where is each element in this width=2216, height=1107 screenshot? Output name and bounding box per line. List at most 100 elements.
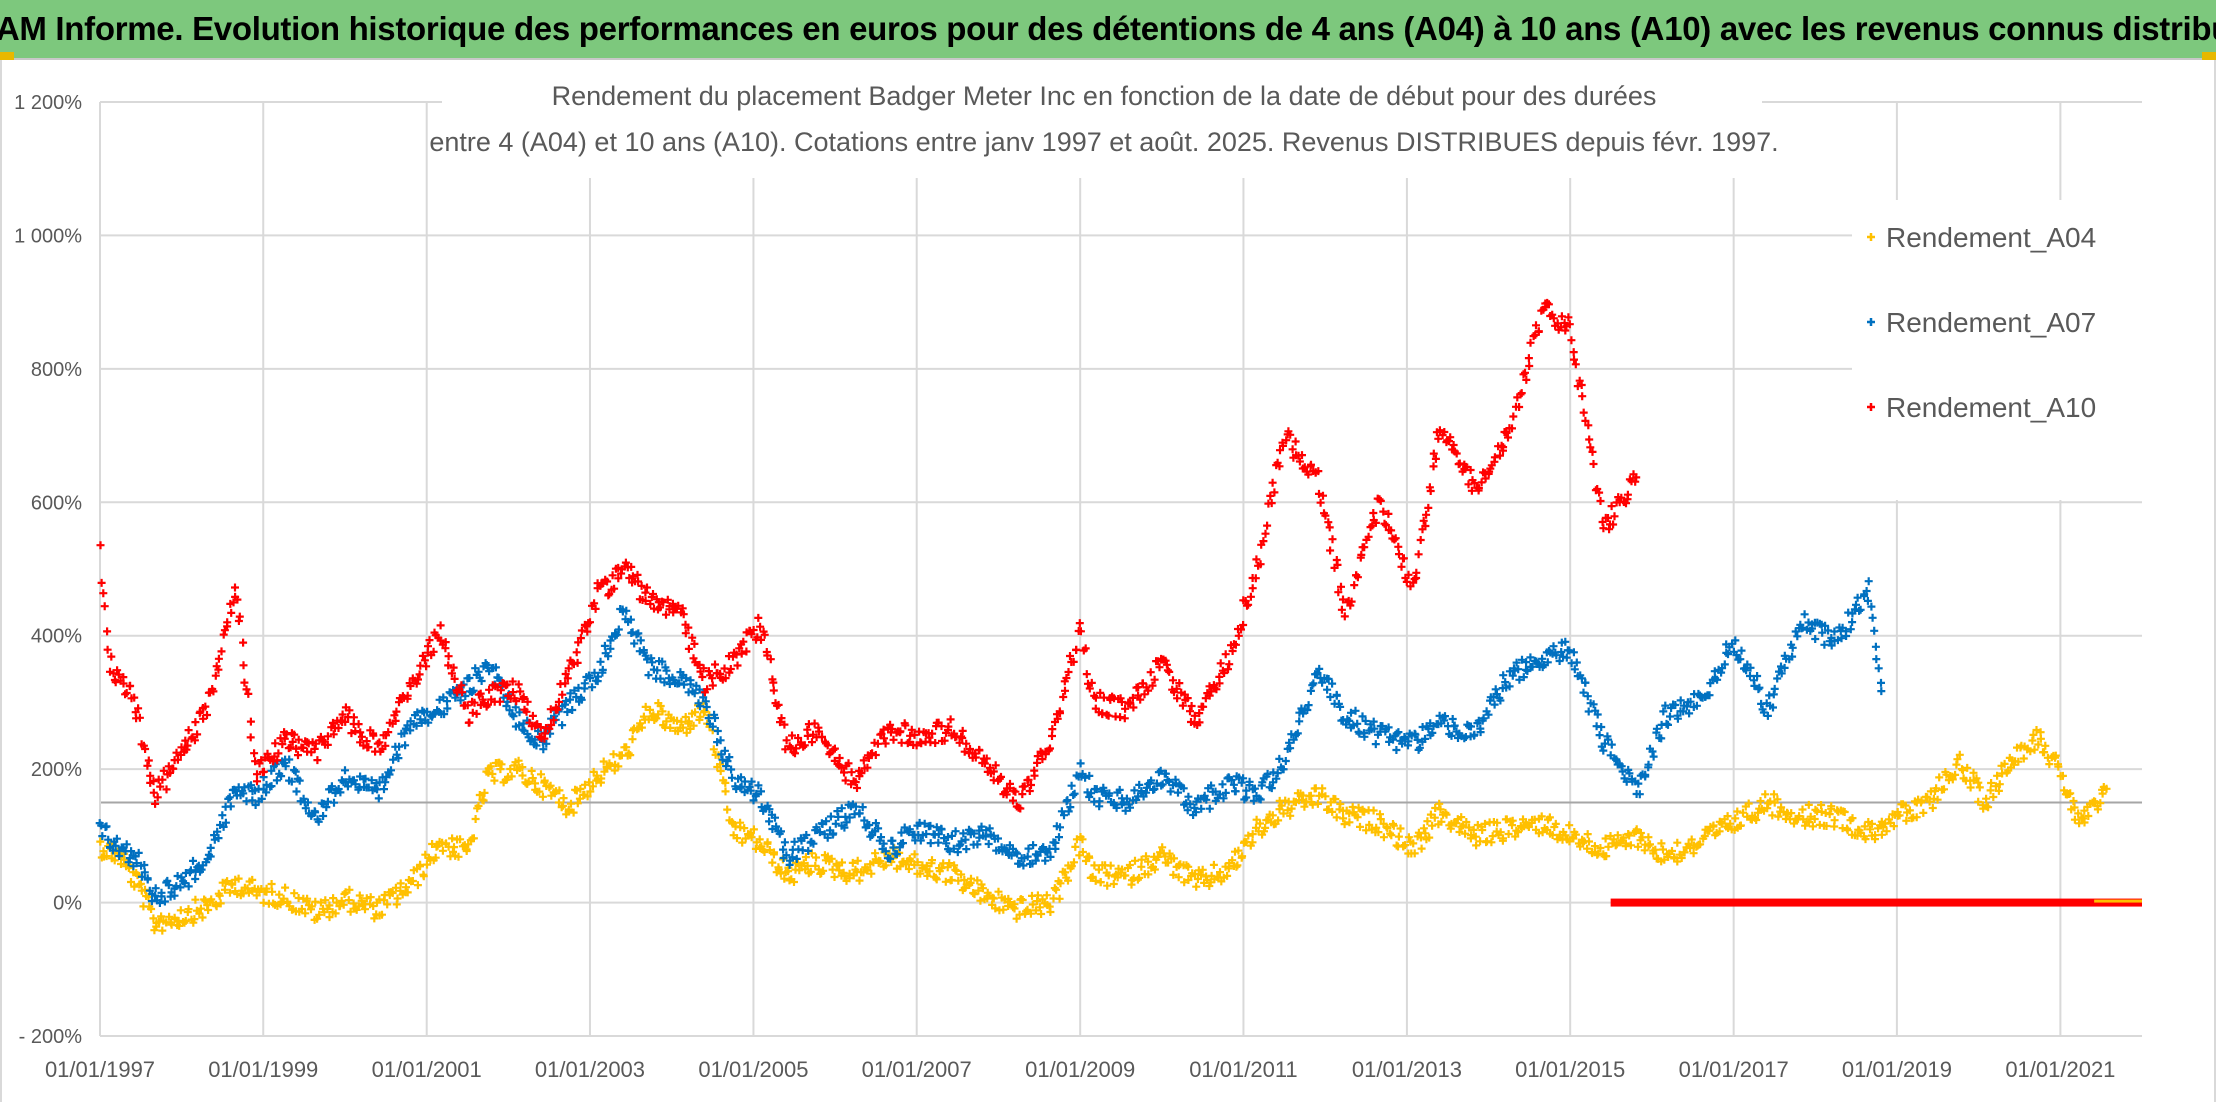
data-point bbox=[1106, 861, 1115, 870]
data-point bbox=[599, 757, 608, 766]
data-point bbox=[576, 784, 585, 793]
data-point bbox=[1551, 819, 1560, 828]
data-point bbox=[267, 782, 276, 791]
data-point bbox=[1882, 827, 1891, 836]
data-point bbox=[176, 906, 185, 915]
data-point bbox=[1561, 637, 1570, 646]
data-point bbox=[136, 879, 145, 888]
data-point bbox=[1664, 720, 1672, 729]
data-point bbox=[1157, 781, 1166, 790]
data-point bbox=[1272, 774, 1281, 783]
data-point bbox=[402, 883, 410, 892]
legend-label: Rendement_A04 bbox=[1886, 222, 2096, 253]
data-point bbox=[1597, 723, 1606, 731]
data-point bbox=[1259, 537, 1268, 546]
data-point bbox=[538, 792, 547, 801]
data-point bbox=[934, 838, 943, 847]
data-point bbox=[1731, 636, 1740, 645]
data-point bbox=[1423, 817, 1432, 826]
data-point bbox=[800, 741, 809, 750]
data-point bbox=[1082, 670, 1091, 679]
data-point bbox=[1369, 509, 1378, 517]
data-point bbox=[1632, 825, 1641, 834]
data-point bbox=[1862, 587, 1871, 595]
y-tick-label: - 200% bbox=[19, 1026, 83, 1048]
data-point bbox=[1007, 851, 1016, 860]
data-point bbox=[151, 884, 160, 893]
data-point bbox=[572, 648, 581, 657]
data-point bbox=[226, 888, 234, 897]
data-point bbox=[127, 878, 135, 886]
data-point bbox=[1256, 560, 1265, 569]
data-point bbox=[253, 777, 261, 786]
data-point bbox=[1318, 678, 1327, 687]
data-point bbox=[966, 745, 974, 753]
data-point bbox=[144, 756, 153, 765]
data-point bbox=[274, 749, 283, 758]
y-tick-label: 200% bbox=[31, 759, 82, 781]
data-point bbox=[454, 852, 463, 861]
data-point bbox=[243, 884, 252, 893]
data-point bbox=[1394, 728, 1403, 737]
data-point bbox=[110, 856, 119, 865]
scatter-chart: - 200% 0% 200% 400% 600% 800% 1 000% 1 200% 01/0… bbox=[14, 60, 2142, 1082]
data-point bbox=[581, 780, 589, 789]
data-point bbox=[1442, 810, 1451, 819]
data-point bbox=[235, 612, 244, 621]
data-point bbox=[1326, 546, 1335, 555]
data-point bbox=[1739, 808, 1747, 817]
data-point bbox=[1733, 807, 1742, 816]
data-point bbox=[1788, 652, 1797, 661]
data-point bbox=[408, 877, 417, 885]
data-point bbox=[1384, 723, 1393, 732]
data-point bbox=[401, 741, 410, 750]
data-point bbox=[696, 712, 705, 721]
data-point bbox=[431, 853, 440, 862]
x-tick-label: 01/01/2005 bbox=[698, 1057, 808, 1082]
data-point bbox=[1989, 793, 1998, 801]
data-point bbox=[722, 762, 731, 771]
data-point bbox=[1448, 715, 1457, 723]
data-point bbox=[760, 848, 769, 856]
data-point bbox=[1436, 805, 1445, 814]
data-point bbox=[334, 724, 343, 732]
data-point bbox=[573, 799, 582, 808]
data-point bbox=[247, 781, 255, 790]
data-point bbox=[1731, 814, 1740, 823]
data-point bbox=[1622, 499, 1630, 508]
data-point bbox=[292, 744, 301, 753]
data-point bbox=[1038, 755, 1047, 764]
data-point bbox=[777, 714, 786, 723]
data-point bbox=[1392, 746, 1401, 754]
data-point bbox=[879, 839, 888, 848]
data-point bbox=[290, 730, 299, 739]
data-point bbox=[1684, 839, 1693, 848]
data-point bbox=[1822, 822, 1831, 830]
data-point bbox=[1048, 725, 1057, 734]
data-point bbox=[663, 595, 672, 604]
data-point bbox=[384, 728, 393, 737]
data-point bbox=[1808, 822, 1817, 831]
data-point bbox=[495, 697, 504, 706]
data-point bbox=[1995, 780, 2004, 789]
data-point bbox=[267, 880, 276, 888]
data-point bbox=[1618, 767, 1627, 776]
data-point bbox=[899, 839, 907, 848]
data-point bbox=[1987, 779, 1996, 787]
data-point bbox=[175, 921, 184, 930]
data-point bbox=[98, 832, 107, 841]
data-point bbox=[480, 788, 489, 797]
data-point bbox=[1852, 600, 1860, 609]
data-point bbox=[262, 788, 271, 797]
data-point bbox=[1917, 796, 1926, 805]
data-point bbox=[1461, 829, 1470, 838]
data-point bbox=[1634, 779, 1643, 788]
data-point bbox=[574, 638, 583, 647]
data-point bbox=[1306, 686, 1315, 695]
data-point bbox=[172, 882, 181, 891]
data-point bbox=[897, 828, 906, 837]
data-point bbox=[1051, 844, 1060, 853]
data-point bbox=[522, 707, 531, 716]
data-point bbox=[1019, 861, 1028, 870]
data-point bbox=[1710, 667, 1719, 676]
